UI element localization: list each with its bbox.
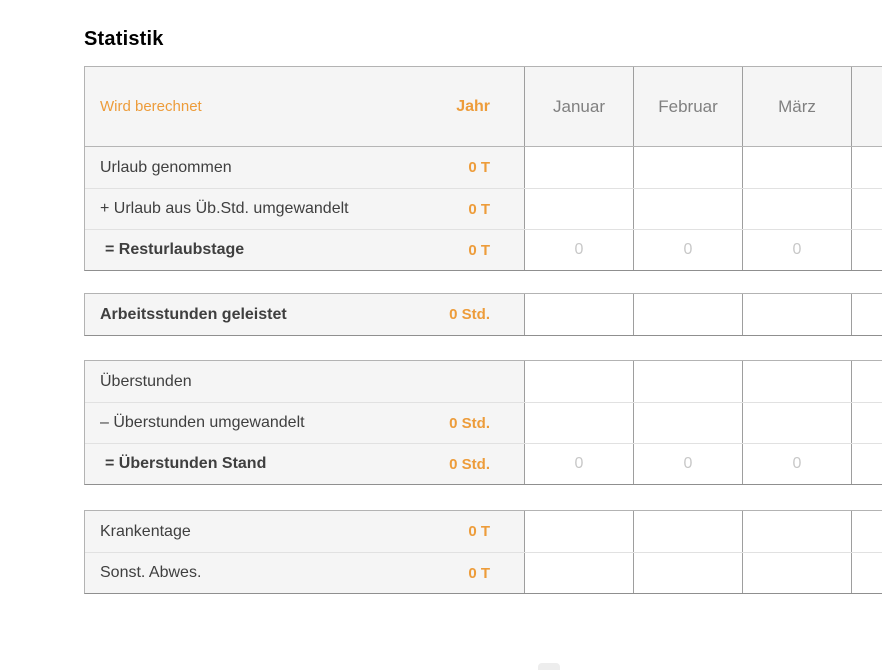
table-urlaub: Wird berechnet Jahr Januar Februar März … bbox=[84, 66, 882, 271]
month-value-cell: 0 bbox=[633, 230, 742, 270]
month-value-cell bbox=[742, 553, 851, 593]
month-value-cell bbox=[742, 294, 851, 335]
month-column-header-februar: Februar bbox=[633, 67, 742, 146]
table-row-ueberstunden-stand: = Überstunden Stand 0 Std. 0 0 0 bbox=[85, 443, 882, 484]
row-label: Arbeitsstunden geleistet bbox=[100, 305, 287, 323]
month-value-cell bbox=[851, 444, 882, 484]
month-value-cell bbox=[633, 361, 742, 402]
month-value-cell bbox=[851, 147, 882, 188]
row-label-cell: = Resturlaubstage 0 T bbox=[85, 230, 524, 270]
bottom-partial-element bbox=[538, 663, 560, 670]
month-value-cell bbox=[524, 361, 633, 402]
month-value-cell bbox=[742, 403, 851, 443]
month-value-cell bbox=[742, 189, 851, 229]
month-value-cell: 0 bbox=[524, 230, 633, 270]
table-row-arbeitsstunden-geleistet: Arbeitsstunden geleistet 0 Std. bbox=[85, 294, 882, 335]
table-row-urlaub-aus-ueberstunden: + Urlaub aus Üb.Std. umgewandelt 0 T bbox=[85, 188, 882, 229]
row-label-cell: Urlaub genommen 0 T bbox=[85, 147, 524, 188]
month-value-cell bbox=[851, 294, 882, 335]
row-label: Sonst. Abwes. bbox=[100, 564, 202, 581]
month-value-cell bbox=[633, 147, 742, 188]
month-value-cell: 0 bbox=[633, 444, 742, 484]
month-value-cell bbox=[524, 294, 633, 335]
row-label: Urlaub genommen bbox=[100, 158, 232, 176]
year-value: 0 Std. bbox=[449, 455, 490, 473]
table-row-krankentage: Krankentage 0 T bbox=[85, 511, 882, 552]
row-label: = Überstunden Stand bbox=[105, 455, 267, 472]
year-value: 0 T bbox=[468, 241, 490, 259]
row-label-cell: + Urlaub aus Üb.Std. umgewandelt 0 T bbox=[85, 189, 524, 229]
year-value: 0 T bbox=[468, 200, 490, 218]
month-value-cell bbox=[524, 189, 633, 229]
table-arbeitsstunden: Arbeitsstunden geleistet 0 Std. bbox=[84, 293, 882, 336]
year-value: 0 T bbox=[468, 564, 490, 582]
month-value-cell bbox=[851, 230, 882, 270]
month-value-cell bbox=[524, 403, 633, 443]
year-value: 0 T bbox=[468, 159, 490, 176]
table-row-ueberstunden-umgewandelt: – Überstunden umgewandelt 0 Std. bbox=[85, 402, 882, 443]
year-column-header: Jahr bbox=[456, 97, 490, 115]
row-label: Krankentage bbox=[100, 522, 191, 540]
year-value: 0 T bbox=[468, 523, 490, 540]
month-value-cell bbox=[742, 511, 851, 552]
row-label-cell: Überstunden bbox=[85, 361, 524, 402]
month-value-cell bbox=[633, 553, 742, 593]
year-value: 0 Std. bbox=[449, 414, 490, 432]
month-column-header-partial bbox=[851, 67, 882, 146]
table-header-row: Wird berechnet Jahr Januar Februar März bbox=[85, 67, 882, 147]
month-value-cell bbox=[851, 511, 882, 552]
month-value-cell bbox=[524, 511, 633, 552]
row-label-cell: Arbeitsstunden geleistet 0 Std. bbox=[85, 294, 524, 335]
table-row-resturlaubstage: = Resturlaubstage 0 T 0 0 0 bbox=[85, 229, 882, 270]
month-value-cell: 0 bbox=[742, 444, 851, 484]
table-row-sonstige-abwesenheit: Sonst. Abwes. 0 T bbox=[85, 552, 882, 593]
year-value: 0 Std. bbox=[449, 306, 490, 323]
row-label-cell: – Überstunden umgewandelt 0 Std. bbox=[85, 403, 524, 443]
month-column-header-maerz: März bbox=[742, 67, 851, 146]
table-abwesenheiten: Krankentage 0 T Sonst. Abwes. 0 T bbox=[84, 510, 882, 594]
row-label: = Resturlaubstage bbox=[105, 241, 245, 258]
row-label-cell: Sonst. Abwes. 0 T bbox=[85, 553, 524, 593]
month-column-header-januar: Januar bbox=[524, 67, 633, 146]
month-value-cell bbox=[851, 553, 882, 593]
row-label: Überstunden bbox=[100, 372, 192, 390]
month-value-cell bbox=[633, 189, 742, 229]
table-row-urlaub-genommen: Urlaub genommen 0 T bbox=[85, 147, 882, 188]
table-ueberstunden: Überstunden – Überstunden umgewandelt 0 … bbox=[84, 360, 882, 485]
table-row-ueberstunden: Überstunden bbox=[85, 361, 882, 402]
month-value-cell bbox=[742, 147, 851, 188]
month-value-cell bbox=[633, 403, 742, 443]
row-label-cell: = Überstunden Stand 0 Std. bbox=[85, 444, 524, 484]
row-label: + Urlaub aus Üb.Std. umgewandelt bbox=[100, 200, 349, 217]
month-value-cell bbox=[524, 147, 633, 188]
page-title: Statistik bbox=[84, 28, 164, 50]
month-value-cell bbox=[633, 511, 742, 552]
month-value-cell: 0 bbox=[524, 444, 633, 484]
month-value-cell bbox=[851, 361, 882, 402]
header-label-cell: Wird berechnet Jahr bbox=[85, 67, 524, 146]
row-label-cell: Krankentage 0 T bbox=[85, 511, 524, 552]
calc-status-label: Wird berechnet bbox=[100, 98, 202, 115]
month-value-cell: 0 bbox=[742, 230, 851, 270]
month-value-cell bbox=[851, 189, 882, 229]
month-value-cell bbox=[633, 294, 742, 335]
row-label: – Überstunden umgewandelt bbox=[100, 414, 305, 431]
month-value-cell bbox=[524, 553, 633, 593]
month-value-cell bbox=[851, 403, 882, 443]
month-value-cell bbox=[742, 361, 851, 402]
